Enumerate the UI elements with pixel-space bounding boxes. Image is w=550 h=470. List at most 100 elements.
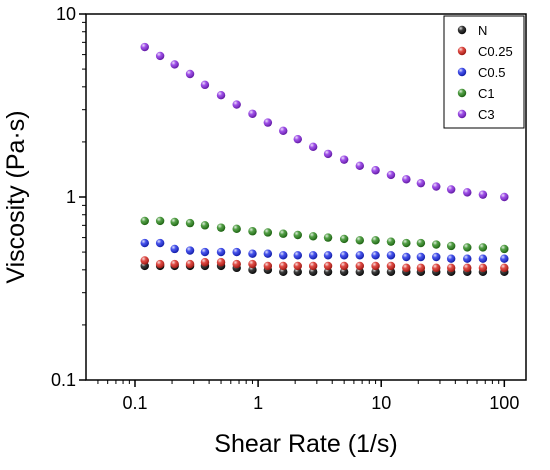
legend-box	[443, 15, 525, 129]
y-tick-label: 10	[56, 4, 76, 24]
data-point-shine	[478, 254, 488, 263]
data-point-shine	[500, 244, 509, 254]
legend-label: C3	[478, 107, 495, 122]
data-point-shine	[248, 109, 257, 118]
data-point-shine	[200, 80, 210, 90]
data-point-shine	[402, 175, 411, 184]
data-point-shine	[248, 265, 257, 275]
data-point-shine	[308, 142, 318, 152]
data-point-shine	[355, 267, 364, 277]
data-point-shine	[293, 261, 302, 271]
data-point-shine	[170, 259, 179, 269]
series-C0.25	[140, 256, 509, 273]
data-point-shine	[200, 247, 210, 257]
data-point-shine	[155, 216, 165, 226]
y-tick-label: 1	[66, 187, 76, 207]
data-point-shine	[416, 263, 426, 273]
data-point-shine	[402, 238, 411, 248]
data-point-shine	[386, 170, 396, 180]
data-point-shine	[386, 267, 396, 277]
data-point-shine	[263, 118, 273, 127]
data-point-shine	[185, 246, 195, 255]
data-point-shine	[416, 238, 426, 248]
data-point-shine	[248, 227, 257, 236]
legend-label: C0.5	[478, 65, 505, 80]
data-point-shine	[308, 251, 318, 260]
data-point-shine	[308, 232, 318, 241]
y-tick-label: 0.1	[51, 370, 76, 390]
data-point-shine	[323, 149, 333, 159]
x-tick-label: 100	[489, 393, 519, 413]
data-point-shine	[200, 258, 210, 267]
series-C0.5	[140, 238, 509, 263]
data-point-shine	[170, 60, 179, 69]
x-tick-label: 10	[371, 393, 391, 413]
data-point-shine	[432, 240, 441, 249]
legend-marker-shine	[457, 109, 467, 119]
series-C3	[140, 42, 509, 202]
data-point-shine	[339, 261, 349, 271]
data-point-shine	[355, 161, 364, 171]
x-tick-label: 1	[253, 393, 263, 413]
x-tick-label: 0.1	[122, 393, 147, 413]
data-point-shine	[279, 267, 288, 277]
data-point-shine	[216, 247, 226, 257]
data-point-shine	[432, 182, 441, 191]
data-point-shine	[155, 51, 165, 61]
tick-labels: 0.1 1 10 100 0.1 1 10	[51, 4, 519, 413]
data-point-shine	[371, 251, 380, 260]
data-point-shine	[355, 236, 364, 245]
data-point-shine	[500, 263, 509, 273]
data-point-shine	[155, 238, 165, 248]
data-point-shine	[216, 90, 226, 100]
data-point-shine	[279, 229, 288, 238]
data-point-shine	[308, 267, 318, 277]
data-point-shine	[140, 42, 149, 52]
data-point-shine	[463, 254, 472, 263]
data-point-shine	[500, 254, 509, 263]
data-point-shine	[402, 263, 411, 273]
data-point-shine	[185, 218, 195, 228]
data-point-shine	[232, 224, 241, 234]
data-point-shine	[140, 256, 149, 265]
data-point-shine	[416, 178, 426, 188]
legend-marker-shine	[457, 67, 467, 77]
data-point-shine	[371, 166, 380, 175]
data-point-shine	[323, 251, 333, 260]
data-point-shine	[323, 267, 333, 277]
data-point-shine	[263, 249, 273, 258]
legend-label: C1	[478, 86, 495, 101]
data-point-shine	[432, 263, 441, 273]
data-point-shine	[432, 252, 441, 262]
data-point-shine	[339, 251, 349, 260]
data-point-shine	[371, 267, 380, 277]
legend-label: N	[478, 23, 487, 38]
data-point-shine	[386, 251, 396, 260]
data-point-shine	[155, 259, 165, 269]
data-point-shine	[170, 244, 179, 254]
data-point-shine	[463, 263, 472, 273]
data-point-shine	[279, 261, 288, 271]
data-point-shine	[402, 252, 411, 262]
data-point-shine	[248, 259, 257, 269]
data-point-shine	[216, 258, 226, 267]
data-point-shine	[463, 188, 472, 197]
data-point-shine	[339, 155, 349, 164]
data-point-shine	[386, 261, 396, 271]
data-point-shine	[263, 228, 273, 237]
data-point-shine	[185, 259, 195, 269]
data-point-shine	[293, 251, 302, 260]
data-point-shine	[355, 251, 364, 260]
data-point-shine	[232, 100, 241, 109]
axis-ticks	[79, 13, 506, 387]
data-point-shine	[355, 261, 364, 271]
data-point-shine	[140, 216, 149, 226]
data-point-shine	[293, 134, 302, 144]
data-point-shine	[500, 192, 509, 202]
x-axis-title: Shear Rate (1/s)	[214, 430, 397, 458]
data-point-shine	[463, 243, 472, 252]
data-point-shine	[371, 236, 380, 245]
data-point-shine	[248, 249, 257, 258]
data-point-shine	[446, 263, 456, 273]
